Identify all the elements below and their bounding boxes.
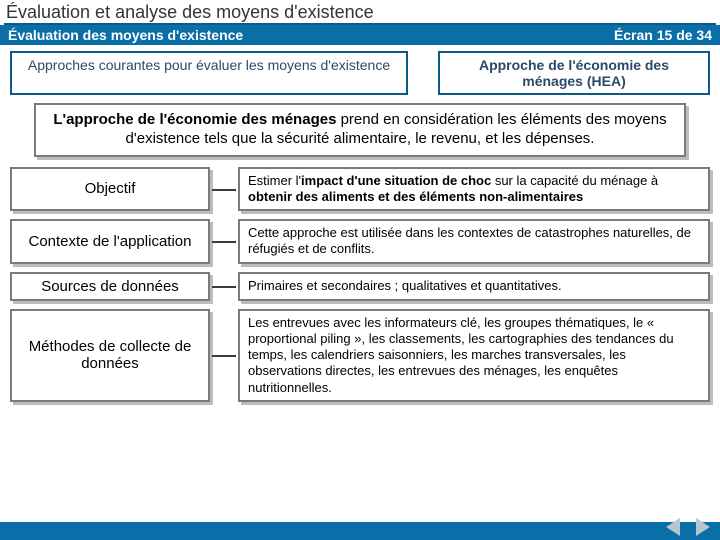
footer-bar — [0, 522, 720, 540]
label-sources: Sources de données — [10, 272, 210, 301]
desc-methodes: Les entrevues avec les informateurs clé,… — [238, 309, 710, 402]
desc-contexte: Cette approche est utilisée dans les con… — [238, 219, 710, 264]
row-sources: Sources de données Primaires et secondai… — [10, 272, 710, 301]
desc-bold: obtenir des aliments et des éléments non… — [248, 189, 583, 204]
connector — [210, 167, 238, 212]
desc-sources: Primaires et secondaires ; qualitatives … — [238, 272, 710, 301]
intro-box: L'approche de l'économie des ménages pre… — [34, 103, 686, 157]
content-area: Approches courantes pour évaluer les moy… — [0, 45, 720, 402]
desc-part: Estimer l' — [248, 173, 301, 188]
page-title: Évaluation et analyse des moyens d'exist… — [0, 0, 720, 23]
row-methodes: Méthodes de collecte de données Les entr… — [10, 309, 710, 402]
connector — [210, 219, 238, 264]
connector — [210, 309, 238, 402]
row-contexte: Contexte de l'application Cette approche… — [10, 219, 710, 264]
desc-objectif: Estimer l'impact d'une situation de choc… — [238, 167, 710, 212]
label-objectif: Objectif — [10, 167, 210, 212]
label-methodes: Méthodes de collecte de données — [10, 309, 210, 402]
arrow-left-icon — [666, 518, 680, 536]
header-band: Évaluation des moyens d'existence Écran … — [0, 25, 720, 45]
nav-controls — [662, 514, 714, 540]
connector — [210, 272, 238, 301]
arrow-right-icon — [696, 518, 710, 536]
prev-button[interactable] — [662, 516, 684, 538]
desc-bold: impact d'une situation de choc — [301, 173, 491, 188]
label-contexte: Contexte de l'application — [10, 219, 210, 264]
band-right: Écran 15 de 34 — [614, 27, 712, 43]
row-objectif: Objectif Estimer l'impact d'une situatio… — [10, 167, 710, 212]
band-left: Évaluation des moyens d'existence — [8, 27, 243, 43]
tab-common-approaches[interactable]: Approches courantes pour évaluer les moy… — [10, 51, 408, 95]
desc-part: sur la capacité du ménage à — [491, 173, 658, 188]
tab-hea[interactable]: Approche de l'économie des ménages (HEA) — [438, 51, 710, 95]
next-button[interactable] — [692, 516, 714, 538]
tabs: Approches courantes pour évaluer les moy… — [10, 51, 710, 95]
intro-bold: L'approche de l'économie des ménages — [53, 111, 336, 128]
